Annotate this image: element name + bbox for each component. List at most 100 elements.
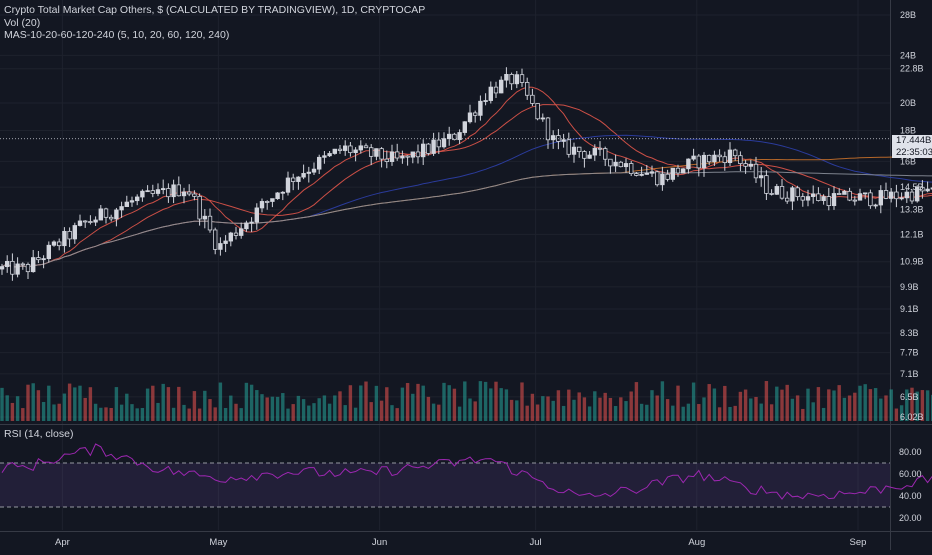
volume-bar (577, 392, 581, 421)
volume-bar (213, 407, 217, 421)
volume-bar (21, 408, 25, 421)
price-axis-label: 24B (900, 50, 916, 60)
rsi-axis-label: 40.00 (899, 491, 922, 501)
symbol-title[interactable]: Crypto Total Market Cap Others, $ (CALCU… (4, 4, 426, 16)
volume-bar (723, 385, 727, 421)
candle-body (426, 143, 431, 154)
candle-body (837, 193, 842, 195)
candle-body (540, 117, 545, 120)
rsi-band (0, 463, 890, 507)
volume-bar (894, 408, 899, 421)
candle-body (727, 149, 733, 164)
volume-bar (78, 385, 82, 421)
candle-body (478, 100, 483, 116)
volume-bar (686, 403, 691, 421)
price-axis-label: 12.1B (900, 229, 924, 239)
candle-body (535, 103, 540, 120)
candle-body (280, 191, 285, 194)
candle-body (660, 173, 665, 186)
volume-bar (41, 401, 46, 421)
volume-indicator-label[interactable]: Vol (20) (4, 16, 41, 29)
price-axis-label: 18B (900, 126, 916, 136)
candle-body (582, 151, 587, 159)
candle-body (290, 177, 296, 182)
volume-bar (197, 408, 202, 421)
volume-bar (161, 383, 165, 421)
volume-bar (494, 381, 498, 421)
time-axis: AprMayJunJulAugSepOctNovDec2020FebMarApr… (55, 537, 866, 548)
candle-body (577, 146, 582, 152)
candle-body (603, 148, 608, 160)
candle-body (389, 151, 395, 162)
price-axis-label: 16B (900, 156, 916, 166)
volume-bar (769, 404, 774, 421)
candle-body (218, 243, 223, 250)
volume-bar (608, 397, 613, 421)
volume-bar (239, 408, 243, 421)
price-axis-label: 14.5B (900, 182, 924, 192)
candle-body (25, 264, 31, 273)
volume-bar (520, 382, 524, 421)
volume-bar (561, 405, 566, 421)
candle-body (868, 192, 873, 207)
candle-body (790, 187, 795, 202)
time-axis-label: Jul (530, 537, 542, 548)
volume-bar (795, 395, 800, 421)
candle-body (883, 190, 889, 199)
candle-body (504, 74, 509, 81)
candle-body (264, 201, 270, 203)
volume-bar (223, 408, 228, 421)
volume-bar (359, 385, 363, 421)
volume-bar (281, 393, 285, 421)
candle-body (873, 204, 878, 207)
volume-bar (821, 407, 826, 421)
candle-body (831, 193, 837, 207)
ma-240-line (1, 171, 932, 268)
volume-bar (707, 384, 711, 421)
candle-body (20, 263, 25, 266)
candle-body (327, 153, 332, 157)
candle-body (394, 151, 400, 159)
volume-bar (764, 381, 769, 421)
rsi-legend[interactable]: RSI (14, close) (4, 428, 74, 440)
candle-body (176, 184, 181, 197)
volume-bar (145, 388, 150, 421)
volume-bar (478, 381, 483, 421)
price-axis-label: 7.1B (900, 369, 919, 379)
candle-body (608, 158, 613, 167)
volume-bar (442, 382, 446, 421)
volume-bar (379, 400, 384, 421)
candle-body (925, 188, 930, 192)
candle-body (613, 161, 618, 167)
candle-body (811, 193, 816, 197)
volume-bar (541, 396, 545, 421)
volume-bar (785, 384, 789, 421)
volume-bar (827, 389, 831, 421)
price-axis-label: 22.8B (900, 64, 924, 74)
price-axis-label: 6.02B (900, 412, 924, 422)
candle-body (904, 191, 909, 199)
candle-body (878, 190, 883, 206)
moving-averages-label[interactable]: MAS-10-20-60-120-240 (5, 10, 20, 60, 120… (4, 29, 230, 41)
candle-body (681, 168, 686, 174)
rsi-axis-label: 20.00 (899, 513, 922, 523)
volume-bar (613, 406, 618, 421)
candle-body (384, 158, 389, 162)
candle-body (270, 198, 275, 202)
candle-body (889, 191, 894, 199)
candle-body (57, 241, 62, 247)
candle-body (171, 184, 176, 198)
candle-body (816, 193, 821, 201)
candle-body (353, 149, 358, 154)
volume-bar (265, 397, 269, 421)
candle-body (160, 188, 166, 191)
volume-bar (525, 405, 529, 421)
candle-body (618, 161, 623, 168)
volume-bar (88, 387, 93, 421)
candle-body (779, 186, 785, 199)
candle-body (764, 175, 769, 194)
volume-bar (327, 403, 332, 421)
